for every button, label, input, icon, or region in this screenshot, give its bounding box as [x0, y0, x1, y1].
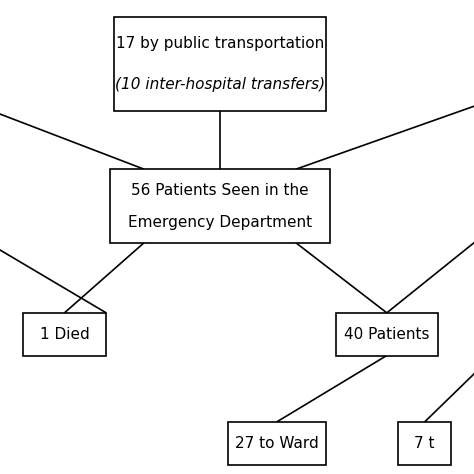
- Text: 1 Died: 1 Died: [40, 327, 89, 342]
- Text: 56 Patients Seen in the: 56 Patients Seen in the: [131, 182, 309, 198]
- FancyBboxPatch shape: [398, 422, 451, 465]
- Text: 40 Patients: 40 Patients: [344, 327, 429, 342]
- FancyBboxPatch shape: [110, 170, 330, 243]
- FancyBboxPatch shape: [114, 17, 326, 111]
- Text: (10 inter-hospital transfers): (10 inter-hospital transfers): [115, 77, 325, 92]
- Text: 27 to Ward: 27 to Ward: [235, 436, 319, 451]
- Text: Emergency Department: Emergency Department: [128, 215, 312, 230]
- FancyBboxPatch shape: [336, 313, 438, 356]
- FancyBboxPatch shape: [228, 422, 326, 465]
- FancyBboxPatch shape: [23, 313, 106, 356]
- Text: 17 by public transportation: 17 by public transportation: [116, 36, 324, 51]
- Text: 7 t: 7 t: [414, 436, 435, 451]
